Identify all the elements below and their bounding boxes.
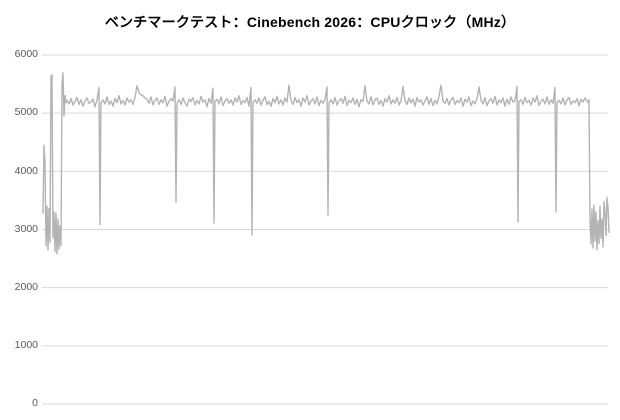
horizontal-gridlines [42, 54, 608, 405]
y-axis-tick-label: 4000 [14, 165, 38, 177]
y-axis-tick-label: 1000 [14, 339, 38, 351]
cpu-clock-series-line [42, 72, 610, 255]
y-axis-tick-label: 5000 [14, 106, 38, 118]
y-axis-tick-label: 0 [32, 397, 38, 409]
y-axis-tick-label: 2000 [14, 281, 38, 293]
y-axis-tick-label: 3000 [14, 223, 38, 235]
y-axis-tick-label: 6000 [14, 48, 38, 60]
chart-title: ベンチマークテスト：Cinebench 2026：CPUクロック（MHz） [104, 14, 516, 30]
